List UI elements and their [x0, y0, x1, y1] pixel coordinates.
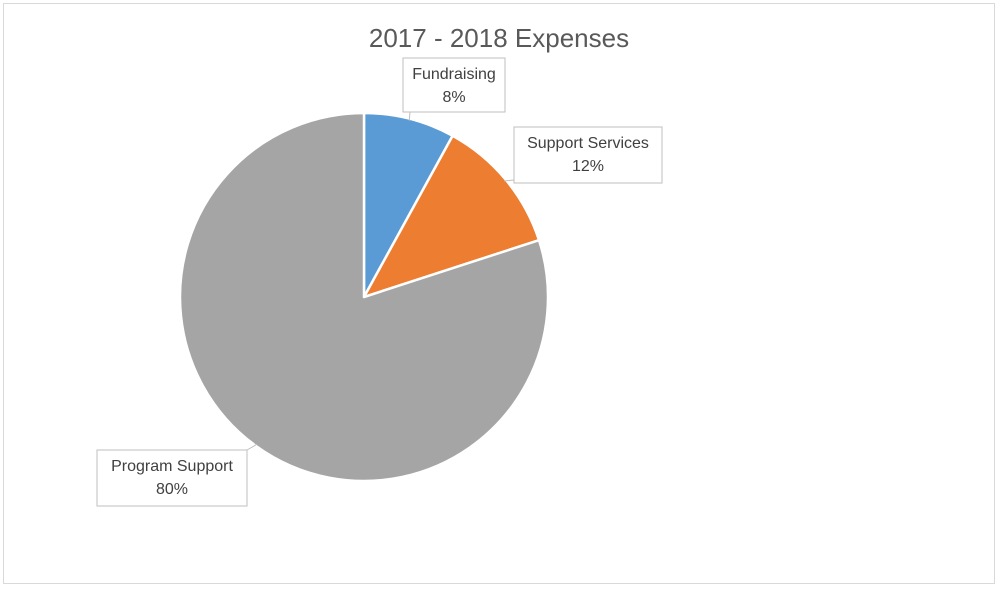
slice-category-label: Fundraising — [412, 66, 496, 83]
callout-program-support: Program Support 80% — [96, 443, 258, 507]
callout-support-services: Support Services 12% — [504, 126, 663, 184]
callout-box — [402, 57, 506, 113]
pie-slices — [178, 111, 550, 483]
slice-category-label: Program Support — [111, 458, 233, 475]
slice-value-label: 12% — [572, 158, 604, 175]
slice-category-label: Support Services — [527, 135, 649, 152]
chart-title: 2017 - 2018 Expenses — [369, 23, 629, 53]
pie-slice-program-support — [178, 111, 550, 483]
pie-slice-support-services — [362, 134, 541, 299]
callout-leader-line — [504, 179, 515, 182]
callout-leader-line — [246, 443, 258, 451]
slice-value-label: 80% — [156, 481, 188, 498]
data-label-callouts: Fundraising 8% Support Services 12% Program … — [96, 57, 663, 507]
callout-box — [513, 126, 663, 184]
callout-leader-line — [408, 111, 411, 121]
callout-fundraising: Fundraising 8% — [402, 57, 506, 121]
callout-box — [96, 449, 248, 507]
slice-value-label: 8% — [442, 89, 465, 106]
